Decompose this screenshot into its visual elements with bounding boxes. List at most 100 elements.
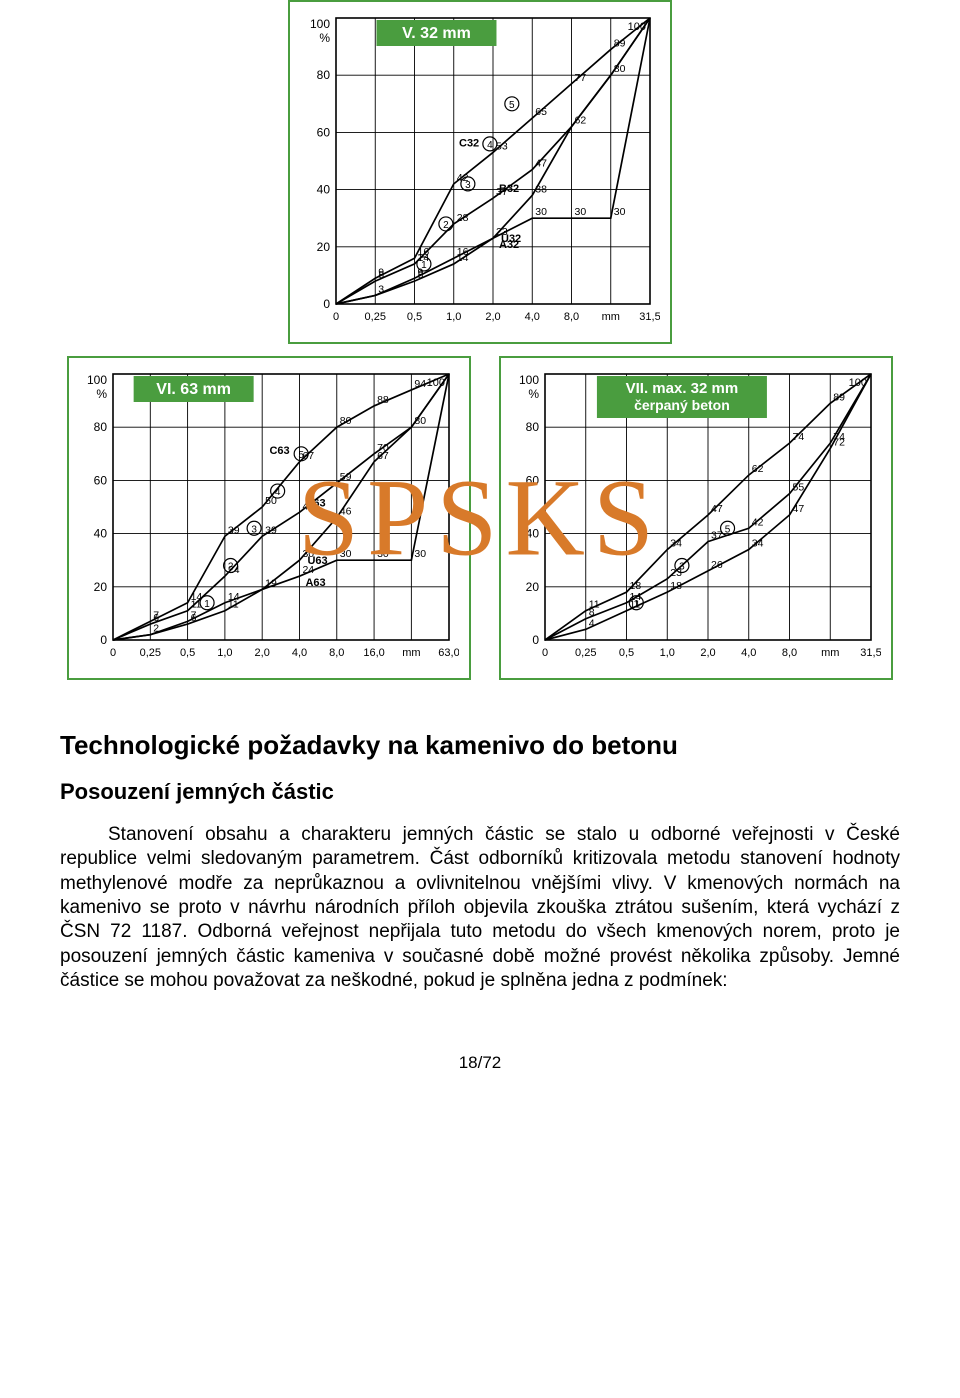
svg-text:53: 53 xyxy=(496,140,508,152)
svg-text:39: 39 xyxy=(228,524,240,536)
svg-text:V. 32 mm: V. 32 mm xyxy=(402,25,471,42)
svg-text:3: 3 xyxy=(251,524,257,535)
chart-vi63: 20406080100%000,250,51,02,04,08,016,0mm6… xyxy=(79,368,459,668)
svg-text:34: 34 xyxy=(670,538,682,550)
svg-text:18: 18 xyxy=(630,580,642,592)
svg-text:31,5: 31,5 xyxy=(860,647,881,659)
svg-text:čerpaný beton: čerpaný beton xyxy=(634,397,730,413)
svg-text:42: 42 xyxy=(752,516,764,528)
svg-text:20: 20 xyxy=(94,580,108,594)
svg-text:2: 2 xyxy=(228,562,234,573)
svg-text:100: 100 xyxy=(427,377,445,389)
svg-text:A63: A63 xyxy=(305,577,325,589)
svg-text:B32: B32 xyxy=(499,183,519,195)
svg-text:30: 30 xyxy=(614,206,626,218)
svg-text:30: 30 xyxy=(575,206,587,218)
svg-text:89: 89 xyxy=(833,391,845,403)
svg-text:6: 6 xyxy=(191,612,197,624)
svg-text:%: % xyxy=(319,31,330,45)
svg-text:VI. 63 mm: VI. 63 mm xyxy=(156,381,231,398)
svg-text:60: 60 xyxy=(94,473,108,487)
svg-text:8,0: 8,0 xyxy=(329,647,344,659)
svg-text:31,5: 31,5 xyxy=(639,311,660,323)
svg-text:80: 80 xyxy=(526,420,540,434)
svg-text:0: 0 xyxy=(100,633,107,647)
svg-text:63,0: 63,0 xyxy=(438,647,459,659)
svg-text:40: 40 xyxy=(94,527,108,541)
svg-text:0: 0 xyxy=(532,633,539,647)
svg-text:100: 100 xyxy=(310,17,330,31)
svg-text:47: 47 xyxy=(535,158,547,170)
svg-text:80: 80 xyxy=(614,63,626,75)
svg-text:47: 47 xyxy=(793,503,805,515)
svg-text:0: 0 xyxy=(333,311,339,323)
svg-text:5: 5 xyxy=(725,524,731,535)
svg-text:28: 28 xyxy=(457,212,469,224)
svg-text:65: 65 xyxy=(535,106,547,118)
svg-text:1: 1 xyxy=(633,599,639,610)
chart-frame-vi63: 20406080100%000,250,51,02,04,08,016,0mm6… xyxy=(67,356,471,680)
svg-text:30: 30 xyxy=(414,548,426,560)
svg-text:34: 34 xyxy=(752,538,764,550)
svg-text:14: 14 xyxy=(457,252,469,264)
svg-text:62: 62 xyxy=(752,463,764,475)
svg-text:0,25: 0,25 xyxy=(140,647,161,659)
svg-text:47: 47 xyxy=(711,503,723,515)
svg-text:3: 3 xyxy=(378,283,384,295)
svg-text:67: 67 xyxy=(377,450,389,462)
svg-text:40: 40 xyxy=(526,527,540,541)
page-number: 18/72 xyxy=(60,1053,900,1073)
svg-text:5: 5 xyxy=(509,100,515,111)
svg-text:C32: C32 xyxy=(459,137,479,149)
svg-text:62: 62 xyxy=(575,115,587,127)
svg-text:2,0: 2,0 xyxy=(485,311,500,323)
svg-text:B63: B63 xyxy=(305,497,325,509)
svg-text:4,0: 4,0 xyxy=(525,311,540,323)
chart-v32: 20406080100%000,250,51,02,04,08,0mm31,53… xyxy=(300,12,660,332)
svg-text:46: 46 xyxy=(340,506,352,518)
svg-text:0,5: 0,5 xyxy=(180,647,195,659)
svg-text:80: 80 xyxy=(340,415,352,427)
svg-text:1: 1 xyxy=(204,599,210,610)
svg-text:0: 0 xyxy=(110,647,116,659)
svg-text:4,0: 4,0 xyxy=(292,647,307,659)
svg-text:30: 30 xyxy=(535,206,547,218)
svg-text:0,5: 0,5 xyxy=(407,311,422,323)
svg-text:80: 80 xyxy=(317,68,331,82)
chart-frame-v32: 20406080100%000,250,51,02,04,08,0mm31,53… xyxy=(288,0,672,344)
svg-text:7: 7 xyxy=(153,609,159,621)
svg-text:11: 11 xyxy=(589,599,600,611)
svg-text:4: 4 xyxy=(487,140,493,151)
chart-row-1: 20406080100%000,250,51,02,04,08,0mm31,53… xyxy=(60,0,900,344)
svg-text:30: 30 xyxy=(377,548,389,560)
svg-text:100: 100 xyxy=(849,377,867,389)
svg-text:0,5: 0,5 xyxy=(619,647,634,659)
svg-text:mm: mm xyxy=(402,647,420,659)
svg-text:100: 100 xyxy=(87,373,107,387)
svg-text:60: 60 xyxy=(526,473,540,487)
svg-text:4: 4 xyxy=(275,487,281,498)
svg-text:%: % xyxy=(528,387,539,401)
svg-text:59: 59 xyxy=(340,471,352,483)
svg-text:mm: mm xyxy=(821,647,839,659)
svg-text:1,0: 1,0 xyxy=(660,647,675,659)
svg-text:8,0: 8,0 xyxy=(782,647,797,659)
svg-text:3: 3 xyxy=(679,562,685,573)
svg-text:8,0: 8,0 xyxy=(564,311,579,323)
svg-text:100: 100 xyxy=(519,373,539,387)
chart-row-2: 20406080100%000,250,51,02,04,08,016,0mm6… xyxy=(60,356,900,680)
svg-text:20: 20 xyxy=(317,240,331,254)
svg-text:77: 77 xyxy=(575,72,587,84)
svg-text:89: 89 xyxy=(614,37,626,49)
svg-text:60: 60 xyxy=(317,125,331,139)
svg-text:%: % xyxy=(96,387,107,401)
svg-text:1: 1 xyxy=(421,260,427,271)
svg-text:19: 19 xyxy=(265,577,277,589)
svg-text:1,0: 1,0 xyxy=(217,647,232,659)
svg-text:0: 0 xyxy=(542,647,548,659)
svg-text:18: 18 xyxy=(670,580,682,592)
chart-frame-vii32: 20406080100%000,250,51,02,04,08,0mm31,54… xyxy=(499,356,893,680)
svg-text:4,0: 4,0 xyxy=(741,647,756,659)
svg-text:80: 80 xyxy=(94,420,108,434)
svg-text:2: 2 xyxy=(443,220,449,231)
